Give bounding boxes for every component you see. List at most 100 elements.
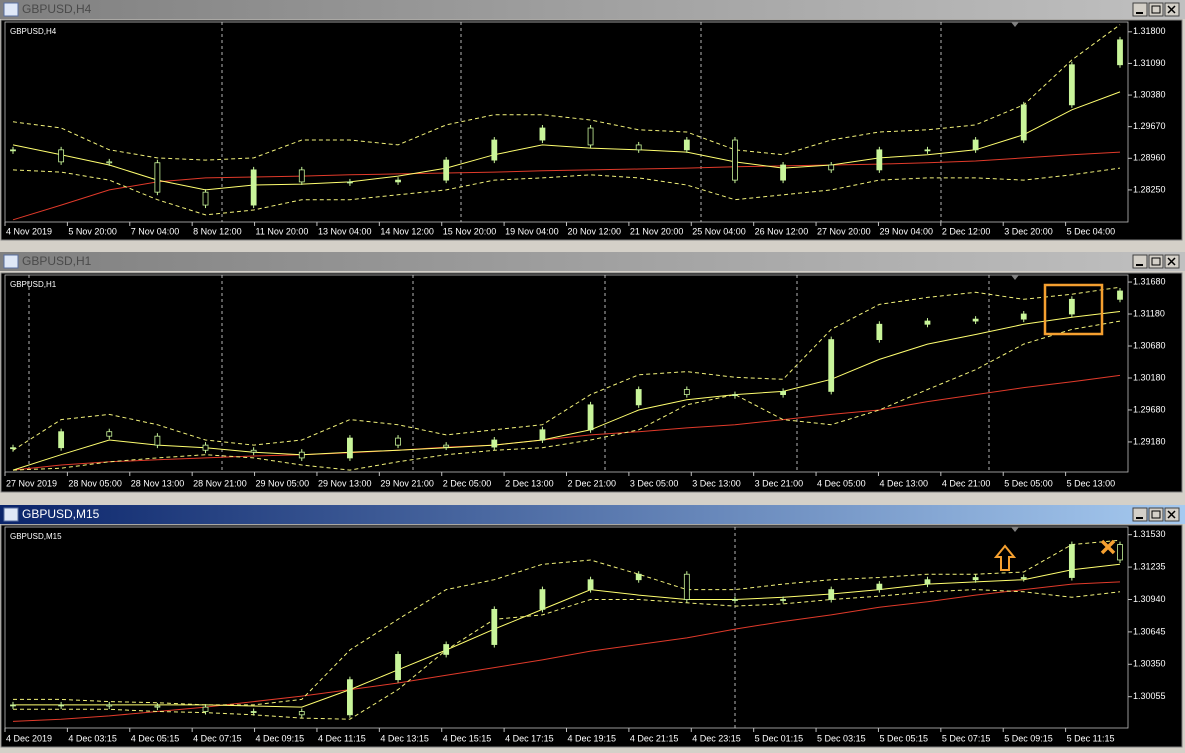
candle xyxy=(298,451,305,459)
candle xyxy=(1068,298,1075,315)
x-tick-label: 29 Nov 04:00 xyxy=(879,226,933,236)
window-icon xyxy=(3,2,19,17)
x-tick-label: 29 Nov 21:00 xyxy=(380,478,434,488)
x-tick-label: 27 Nov 2019 xyxy=(6,478,57,488)
candle xyxy=(876,323,883,341)
title-bar[interactable] xyxy=(0,505,1185,524)
candle xyxy=(732,599,738,601)
shift-marker xyxy=(1011,275,1019,280)
candle xyxy=(347,181,353,184)
candle xyxy=(58,149,65,163)
candle xyxy=(1020,577,1027,579)
candle xyxy=(828,339,835,392)
y-tick-label: 1.30680 xyxy=(1133,340,1166,350)
candle xyxy=(491,139,498,161)
y-tick-label: 1.28960 xyxy=(1133,153,1166,163)
maximize-button[interactable] xyxy=(1148,254,1164,269)
band-line xyxy=(12,286,1121,451)
candle xyxy=(250,169,257,206)
x-tick-label: 2 Dec 12:00 xyxy=(942,226,991,236)
candle xyxy=(347,679,353,716)
window-title: GBPUSD,M15 xyxy=(22,507,100,521)
y-tick-label: 1.31180 xyxy=(1133,308,1165,318)
candle xyxy=(539,429,546,441)
minimize-button[interactable] xyxy=(1132,507,1148,522)
candle xyxy=(1068,544,1075,578)
candle xyxy=(298,169,305,183)
candle xyxy=(587,404,594,431)
band-line xyxy=(12,320,1121,471)
maximize-button[interactable] xyxy=(1148,507,1164,522)
x-tick-label: 3 Dec 20:00 xyxy=(1004,226,1053,236)
candle xyxy=(683,573,690,600)
button-glyph xyxy=(1151,257,1161,266)
candle xyxy=(298,711,305,716)
moving-average xyxy=(12,374,1121,471)
x-tick-label: 2 Dec 21:00 xyxy=(568,478,617,488)
candle xyxy=(1117,544,1123,561)
chart-symbol: GBPUSD,M15 xyxy=(10,532,62,541)
x-tick-label: 4 Dec 07:15 xyxy=(193,733,242,743)
x-tick-label: 19 Nov 04:00 xyxy=(505,226,559,236)
candle xyxy=(780,599,786,601)
candle xyxy=(443,444,450,448)
x-tick-label: 5 Dec 05:00 xyxy=(1004,478,1053,488)
candle xyxy=(635,389,642,406)
window-icon xyxy=(3,254,19,269)
chart-symbol: GBPUSD,H1 xyxy=(10,280,57,289)
candle xyxy=(106,161,113,164)
band-line xyxy=(13,589,1121,720)
x-tick-label: 15 Nov 20:00 xyxy=(443,226,497,236)
x-tick-label: 4 Dec 15:15 xyxy=(443,733,492,743)
button-glyph xyxy=(1167,5,1176,14)
x-tick-label: 7 Nov 04:00 xyxy=(131,226,180,236)
candle xyxy=(539,127,546,141)
chart-symbol: GBPUSD,H4 xyxy=(10,27,57,36)
x-tick-label: 4 Nov 2019 xyxy=(6,226,52,236)
x-tick-label: 25 Nov 04:00 xyxy=(692,226,746,236)
x-tick-label: 4 Dec 09:15 xyxy=(256,733,305,743)
candle xyxy=(106,704,113,707)
x-tick-label: 4 Dec 2019 xyxy=(6,733,52,743)
maximize-button[interactable] xyxy=(1148,2,1164,17)
x-tick-label: 4 Dec 05:15 xyxy=(131,733,180,743)
y-tick-label: 1.29670 xyxy=(1133,121,1166,131)
minimize-button[interactable] xyxy=(1132,254,1148,269)
band-line xyxy=(12,167,1121,216)
candle xyxy=(587,579,594,591)
x-tick-label: 4 Dec 13:00 xyxy=(879,478,928,488)
button-glyph xyxy=(1151,5,1161,14)
title-bar[interactable] xyxy=(0,252,1185,271)
candle xyxy=(10,447,16,450)
y-tick-label: 1.30645 xyxy=(1133,626,1166,636)
candle xyxy=(250,449,257,453)
candle xyxy=(876,149,883,171)
x-tick-label: 5 Dec 09:15 xyxy=(1004,733,1053,743)
x-tick-label: 26 Nov 12:00 xyxy=(755,226,809,236)
x-tick-label: 4 Dec 23:15 xyxy=(692,733,741,743)
candle xyxy=(972,318,979,322)
minimize-button[interactable] xyxy=(1132,2,1148,17)
candle xyxy=(154,705,161,708)
x-tick-label: 5 Nov 20:00 xyxy=(68,226,117,236)
y-tick-label: 1.31680 xyxy=(1133,276,1166,286)
candle xyxy=(972,577,979,581)
candle xyxy=(924,149,931,152)
candle xyxy=(106,431,113,437)
candle xyxy=(202,191,209,206)
x-tick-label: 5 Dec 03:15 xyxy=(817,733,866,743)
candle xyxy=(443,644,450,655)
x-tick-label: 5 Dec 11:15 xyxy=(1067,733,1115,743)
x-tick-label: 5 Dec 01:15 xyxy=(755,733,804,743)
title-bar[interactable] xyxy=(0,0,1185,19)
x-tick-label: 21 Nov 20:00 xyxy=(630,226,684,236)
candle xyxy=(491,439,498,448)
candle xyxy=(732,139,738,181)
y-tick-label: 1.29180 xyxy=(1133,436,1166,446)
candle xyxy=(395,437,401,446)
moving-average xyxy=(12,311,1121,471)
x-tick-label: 2 Dec 13:00 xyxy=(505,478,554,488)
shift-marker xyxy=(1011,22,1019,27)
x-tick-label: 4 Dec 03:15 xyxy=(68,733,117,743)
